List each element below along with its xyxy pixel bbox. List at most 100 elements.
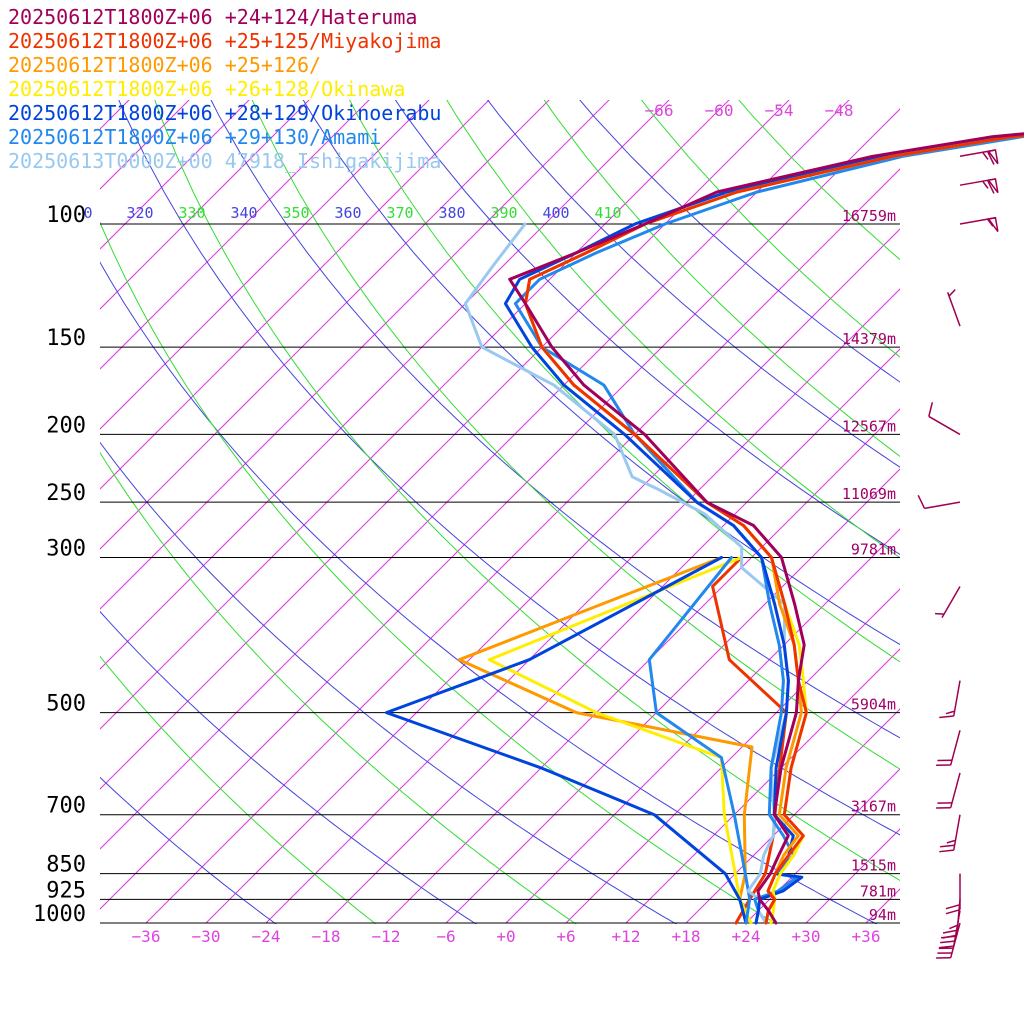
x-tick-label: +12 [612, 927, 641, 946]
isotherm-line [805, 828, 900, 924]
wind-barb [939, 814, 961, 853]
isotherm-line [100, 100, 190, 190]
sounding-lines [384, 132, 1024, 925]
isotherm-line [385, 408, 900, 924]
pressure-label: 200 [46, 413, 86, 438]
height-label: 16759m [842, 207, 896, 225]
isotherm-label: −60 [705, 101, 734, 120]
moist-adiabat-line [100, 451, 577, 924]
x-tick-label: +24 [732, 927, 761, 946]
dry-adiabat-line [100, 441, 678, 924]
wind-barb [939, 680, 961, 719]
pressure-label: 250 [46, 481, 86, 506]
legend-entry: 20250613T0000Z+00 47918_Ishigakijima [8, 149, 441, 173]
dewpoint-line [647, 556, 752, 925]
wind-barb [945, 873, 961, 915]
pressure-label: 925 [46, 878, 86, 903]
wind-barb [959, 216, 999, 232]
isotherm-line [100, 100, 670, 670]
isotherm-line [445, 468, 900, 924]
height-label: 1515m [851, 857, 896, 875]
theta-label: 390 [490, 204, 517, 222]
x-tick-label: −30 [192, 927, 221, 946]
legend-entry: 20250612T1800Z+06 +29+130/Amami [8, 125, 381, 149]
x-tick-label: +0 [496, 927, 515, 946]
dry-adiabat-line [210, 100, 900, 739]
isotherm-line [100, 100, 610, 610]
isotherm-line [685, 708, 900, 924]
moist-adiabat-line [154, 100, 900, 881]
theta-label: 360 [334, 204, 361, 222]
moist-adiabat-line [100, 221, 778, 924]
isotherm-line [100, 100, 730, 730]
pressure-label: 150 [46, 326, 86, 351]
isotherm-line [100, 100, 430, 430]
legend-entry: 20250612T1800Z+06 +28+129/Okinoerabu [8, 101, 441, 125]
wind-barb [936, 772, 961, 809]
isotherm-line [100, 100, 370, 370]
x-tick-label: −12 [372, 927, 401, 946]
height-label: 12567m [842, 417, 896, 435]
theta-label: 380 [438, 204, 465, 222]
height-label: 94m [869, 906, 896, 924]
wind-barb [928, 402, 961, 436]
moist-adiabat-line [100, 655, 377, 924]
legend-entry: 20250612T1800Z+06 +25+126/ [8, 53, 321, 77]
x-tick-label: +36 [852, 927, 881, 946]
isotherm-line [100, 108, 900, 910]
wind-barb [959, 178, 999, 194]
isotherm-label: −48 [825, 101, 854, 120]
x-tick-label: −24 [252, 927, 281, 946]
wind-barb [959, 149, 999, 165]
pressure-label: 700 [46, 794, 86, 819]
wind-barbs [917, 149, 999, 959]
theta-label: 330 [178, 204, 205, 222]
wind-barb [917, 494, 961, 510]
isotherm-line [100, 100, 850, 850]
theta-label: 370 [386, 204, 413, 222]
theta-label: 410 [594, 204, 621, 222]
chart-labels: 100 16759m 150 14379m 200 12567m 250 11069m 300 9… [33, 101, 896, 946]
theta-label: 340 [230, 204, 257, 222]
pressure-label: 1000 [33, 902, 86, 927]
legend-entry: 20250612T1800Z+06 +24+124/Hateruma [8, 5, 417, 29]
moist-adiabat-line [251, 100, 900, 770]
moist-adiabat-line [640, 100, 900, 358]
height-label: 9781m [851, 541, 896, 559]
isotherm-line [745, 768, 900, 924]
moist-adiabat-lines [100, 100, 900, 924]
legend-entry: 20250612T1800Z+06 +25+125/Miyakojima [8, 29, 441, 53]
temperature-line [523, 134, 1024, 925]
wind-barb [936, 922, 961, 959]
dry-adiabat-line [394, 100, 900, 556]
pressure-label: 100 [46, 203, 86, 228]
dry-adiabat-line [100, 261, 878, 924]
height-label: 14379m [842, 330, 896, 348]
dewpoint-line [384, 556, 748, 925]
wind-barb [935, 586, 961, 618]
dry-adiabat-line [100, 776, 277, 924]
isotherm-line [565, 588, 900, 924]
x-tick-label: +30 [792, 927, 821, 946]
dry-adiabat-line [100, 610, 477, 924]
theta-label: 400 [542, 204, 569, 222]
isotherm-line [100, 100, 490, 490]
pressure-label: 300 [46, 537, 86, 562]
legend-entry: 20250612T1800Z+06 +26+128/Okinawa [8, 77, 405, 101]
isotherm-line [625, 648, 900, 924]
x-tick-label: −6 [436, 927, 455, 946]
dewpoint-line [457, 556, 754, 925]
wind-barb [936, 730, 961, 767]
isotherm-line [100, 100, 310, 310]
temperature-line [508, 132, 1024, 925]
isotherm-line [145, 168, 900, 924]
theta-label: 320 [126, 204, 153, 222]
isotherm-line [325, 348, 900, 924]
isotherm-line [100, 100, 250, 250]
isotherm-line [205, 228, 900, 924]
x-tick-label: −36 [132, 927, 161, 946]
pressure-label: 500 [46, 692, 86, 717]
isotherm-label: −54 [765, 101, 794, 120]
theta-label: 0 [83, 204, 92, 222]
